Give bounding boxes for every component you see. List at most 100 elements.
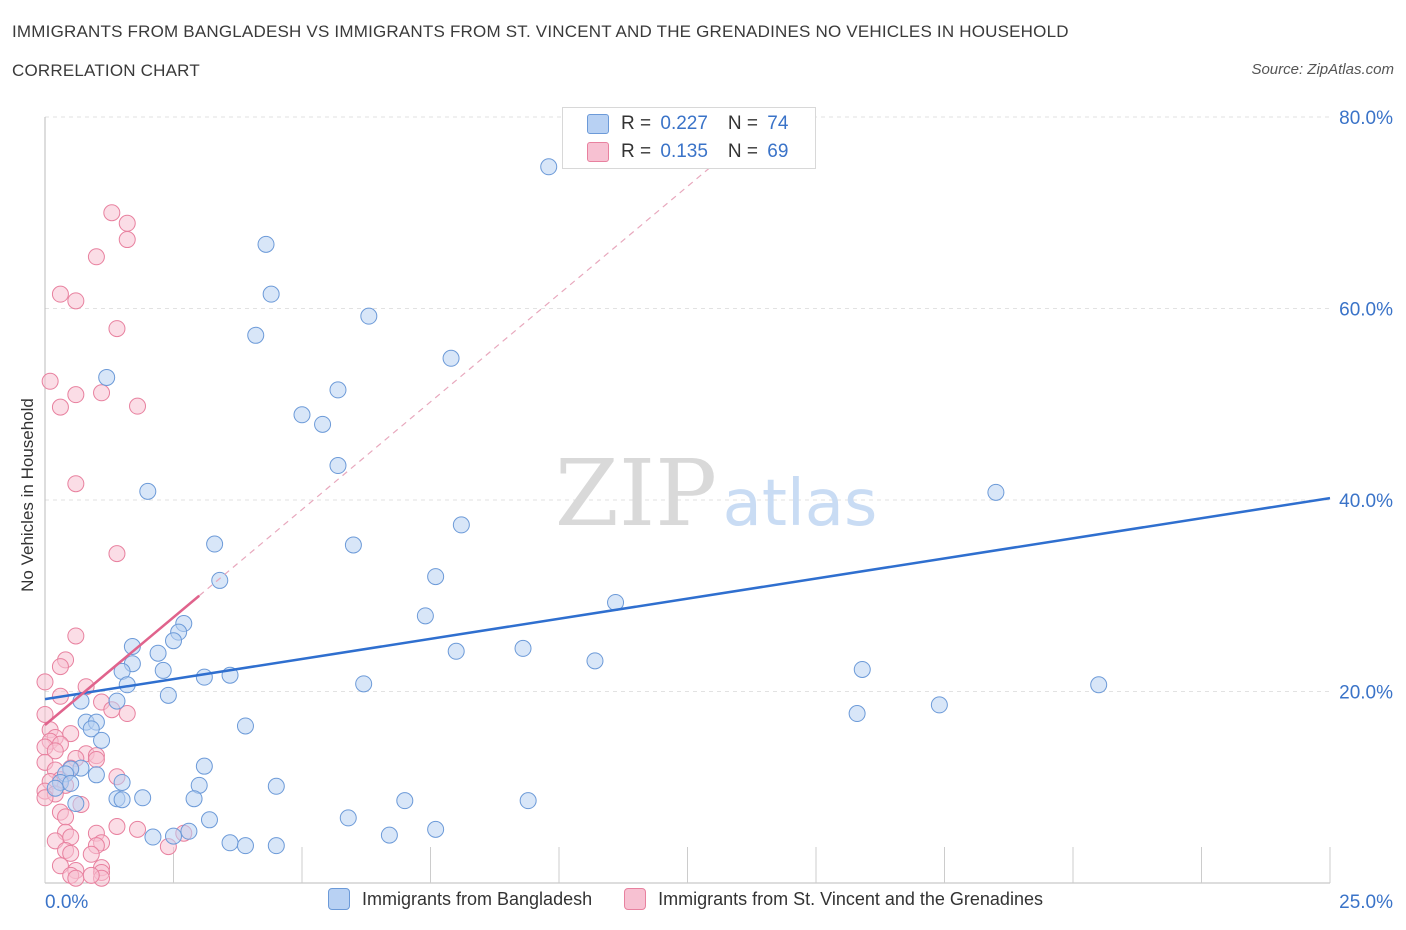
tick-labels: 20.0% 40.0% 60.0% 80.0% 0.0% 25.0% (45, 108, 1393, 913)
y-tick-label: 20.0% (1339, 683, 1393, 704)
bangladesh-point (113, 773, 131, 791)
st-vincent-point (108, 545, 126, 563)
y-tick-label: 80.0% (1339, 108, 1393, 129)
legend-swatch-pink (624, 888, 647, 910)
y-axis-label: No Vehicles in Household (18, 398, 37, 592)
bangladesh-point (206, 535, 224, 553)
x-tick-label: 25.0% (1339, 892, 1393, 913)
legend-row-bangladesh: R = 0.227 N = 74 (587, 112, 788, 136)
st-vincent-point (46, 742, 64, 760)
legend-n-label: N = (727, 113, 764, 134)
legend-n-value: 69 (767, 141, 789, 162)
legend-swatch-blue (328, 888, 350, 910)
bangladesh-point (930, 696, 948, 714)
bangladesh-point (1090, 676, 1108, 694)
st-vincent-point (82, 845, 100, 863)
trend-lines (44, 164, 1331, 726)
bangladesh-point (165, 827, 182, 845)
bangladesh-point (82, 720, 100, 738)
bangladesh-point (355, 675, 373, 693)
bangladesh-point (236, 837, 254, 855)
bangladesh-point (540, 158, 558, 176)
chart-subtitle: CORRELATION CHART (12, 61, 200, 80)
legend-r-label: R = (621, 113, 657, 134)
legend-swatch-blue (587, 114, 609, 134)
bangladesh-point (267, 837, 285, 855)
st-vincent-point (103, 204, 121, 222)
bangladesh-point (360, 307, 378, 325)
bangladesh-point (586, 652, 604, 670)
st-vincent-point (118, 231, 136, 249)
y-tick-label: 60.0% (1339, 300, 1393, 321)
bangladesh-point (447, 642, 465, 660)
bangladesh-point (293, 406, 311, 424)
legend-row-st-vincent: R = 0.135 N = 69 (587, 140, 788, 164)
st-vincent-trend-line-extension (198, 164, 714, 597)
axes (44, 117, 1331, 884)
st-vincent-point (82, 866, 100, 884)
bangladesh-point (848, 705, 866, 723)
bangladesh-trend-line (44, 496, 1331, 701)
st-vincent-point (93, 384, 111, 402)
bangladesh-point (195, 668, 213, 686)
bangladesh-point (396, 792, 414, 810)
bangladesh-point (144, 828, 162, 846)
bangladesh-point (257, 235, 275, 253)
bangladesh-point (267, 777, 285, 795)
bangladesh-point (329, 457, 347, 475)
st-vincent-point (118, 214, 136, 232)
bangladesh-point (154, 661, 172, 679)
series-bangladesh-points (46, 158, 1108, 855)
bangladesh-point (165, 632, 182, 650)
legend-r-value: 0.135 (660, 141, 708, 162)
bangladesh-point (108, 692, 126, 710)
bangladesh-point (113, 791, 131, 809)
bangladesh-point (416, 607, 434, 625)
st-vincent-point (51, 658, 69, 676)
bangladesh-point (427, 568, 445, 586)
bangladesh-point (514, 639, 532, 657)
st-vincent-point (36, 673, 54, 691)
bangladesh-point (159, 686, 177, 704)
bangladesh-point (67, 795, 85, 813)
legend-item-st-vincent: Immigrants from St. Vincent and the Gren… (624, 888, 1043, 910)
st-vincent-point (67, 869, 85, 887)
bangladesh-point (195, 757, 213, 775)
source-credit: Source: ZipAtlas.com (1251, 61, 1394, 78)
bangladesh-point (452, 516, 470, 534)
bangladesh-point (519, 792, 537, 810)
st-vincent-point (108, 320, 126, 338)
bangladesh-point (180, 822, 198, 840)
st-vincent-point (57, 808, 75, 826)
st-vincent-point (67, 386, 85, 404)
bangladesh-point (329, 381, 347, 399)
legend-item-bangladesh: Immigrants from Bangladesh (328, 888, 592, 910)
st-vincent-point (67, 292, 85, 310)
st-vincent-point (67, 475, 85, 493)
legend-label-bangladesh: Immigrants from Bangladesh (362, 888, 593, 909)
bangladesh-point (236, 717, 254, 735)
bangladesh-point (442, 349, 460, 367)
st-vincent-trend-line (44, 594, 201, 726)
legend-n-value: 74 (767, 113, 789, 134)
watermark-atlas: atlas (723, 467, 878, 541)
bangladesh-point (98, 368, 116, 386)
st-vincent-point (36, 705, 54, 723)
st-vincent-point (41, 372, 59, 390)
watermark-zip: ZIP (555, 440, 717, 547)
bangladesh-point (200, 811, 218, 829)
bangladesh-point (987, 483, 1005, 501)
st-vincent-point (108, 818, 126, 836)
bangladesh-point (314, 415, 332, 433)
bangladesh-point (344, 536, 362, 554)
bangladesh-point (46, 779, 64, 797)
st-vincent-point (129, 397, 147, 415)
bangladesh-point (247, 326, 265, 344)
st-vincent-point (62, 844, 80, 862)
bangladesh-point (262, 285, 280, 303)
legend-n-label: N = (727, 141, 764, 162)
x-tick-label: 0.0% (45, 892, 88, 913)
bangladesh-point (134, 789, 152, 807)
y-tick-label: 40.0% (1339, 491, 1393, 512)
